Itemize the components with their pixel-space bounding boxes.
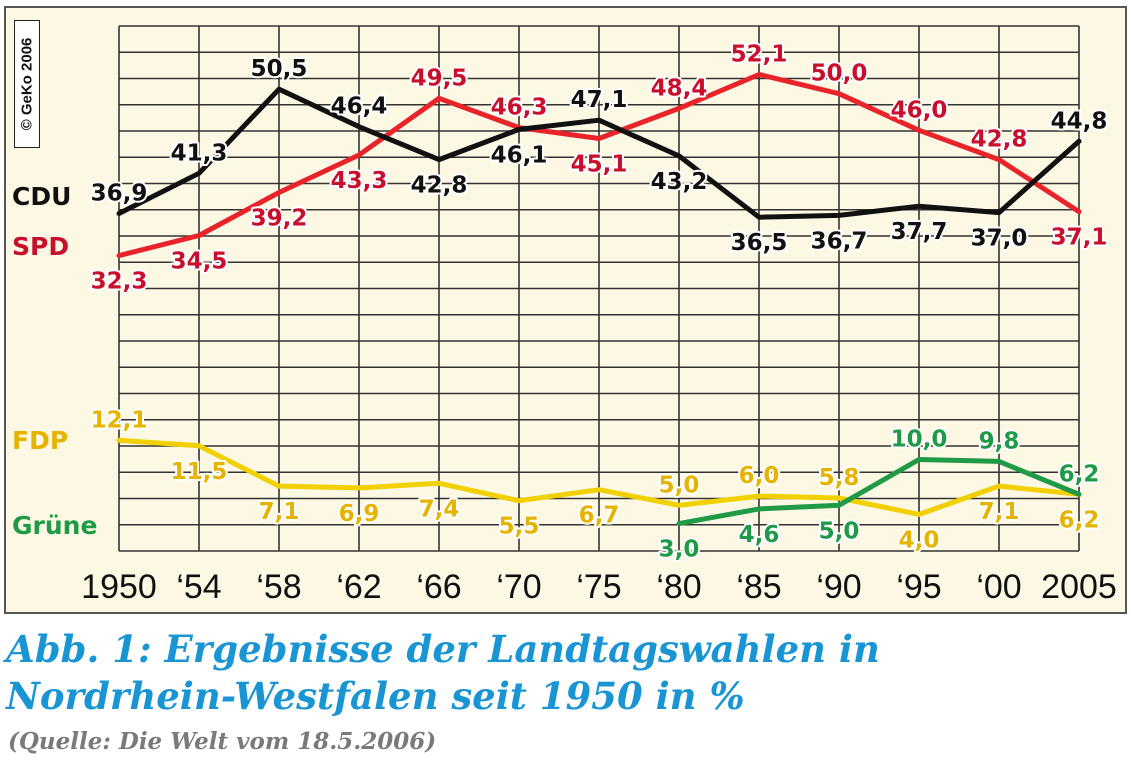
legend-grüne: Grüne	[12, 511, 97, 540]
data-label-cdu: 36,5	[731, 230, 788, 256]
caption-source: (Quelle: Die Welt vom 18.5.2006)	[8, 728, 437, 755]
data-label-spd: 32,3	[91, 269, 148, 295]
data-label-cdu: 37,7	[891, 219, 948, 245]
figure-caption: Abb. 1: Ergebnisse der Landtagswahlen in…	[6, 626, 1126, 720]
data-label-spd: 49,5	[411, 65, 468, 91]
x-tick-label: ‘00	[976, 568, 1021, 606]
data-label-spd: 48,4	[651, 75, 708, 101]
data-label-fdp: 6,2	[1059, 507, 1100, 533]
data-label-cdu: 47,1	[571, 87, 628, 113]
legend-fdp: FDP	[12, 426, 68, 455]
data-label-spd: 43,3	[331, 168, 388, 194]
caption-line-2: Nordrhein-Westfalen seit 1950 in %	[6, 674, 745, 718]
x-tick-label: 2005	[1041, 568, 1117, 606]
x-tick-label: ‘90	[816, 568, 861, 606]
x-tick-label: ‘95	[896, 568, 941, 606]
data-label-spd: 34,5	[171, 248, 228, 274]
x-tick-label: ‘62	[336, 568, 381, 606]
x-tick-label: 1950	[81, 568, 157, 606]
x-tick-label: ‘66	[416, 568, 461, 606]
data-label-fdp: 7,4	[419, 496, 460, 522]
series-line-fdp	[116, 437, 1082, 517]
data-label-cdu: 46,4	[331, 94, 388, 120]
series-line-cdu	[116, 86, 1082, 220]
data-label-cdu: 44,8	[1051, 108, 1108, 134]
series-lines	[116, 72, 1082, 527]
data-label-fdp: 6,7	[579, 503, 620, 529]
data-label-fdp: 11,5	[171, 459, 228, 485]
data-label-fdp: 12,1	[91, 407, 148, 433]
data-label-spd: 42,8	[971, 127, 1028, 153]
series-line-spd	[116, 72, 1082, 259]
data-label-spd: 39,2	[251, 205, 308, 231]
legend-spd: SPD	[12, 232, 69, 261]
grid	[118, 25, 1080, 552]
credit-text: © GeKo 2006	[18, 37, 36, 131]
data-label-fdp: 6,9	[339, 501, 380, 527]
data-label-cdu: 36,9	[91, 181, 148, 207]
x-tick-label: ‘58	[256, 568, 301, 606]
chart-frame: 36,9 41,3 50,5 46,4 42,8 46,1 47,1 43,2 36,5 36,7…	[4, 6, 1127, 614]
data-label-grüne: 4,6	[739, 522, 780, 548]
data-label-cdu: 37,0	[971, 226, 1028, 252]
data-label-cdu: 46,1	[491, 142, 548, 168]
data-label-spd: 52,1	[731, 42, 788, 68]
line-chart: 36,9 41,3 50,5 46,4 42,8 46,1 47,1 43,2 36,5 36,7…	[12, 25, 1117, 606]
copyright-credit: © GeKo 2006	[14, 20, 40, 148]
data-label-grüne: 5,0	[819, 518, 860, 544]
data-label-cdu: 43,2	[651, 169, 708, 195]
x-tick-label: ‘75	[576, 568, 621, 606]
legend: CDU SPD FDP Grüne	[12, 182, 97, 540]
data-label-spd: 46,3	[491, 95, 548, 121]
data-label-spd: 45,1	[571, 152, 628, 178]
data-label-cdu: 42,8	[411, 173, 468, 199]
data-label-cdu: 50,5	[251, 56, 308, 82]
data-label-spd: 46,0	[891, 97, 948, 123]
data-label-grüne: 3,0	[659, 537, 700, 563]
x-tick-label: ‘80	[656, 568, 701, 606]
data-label-grüne: 6,2	[1059, 461, 1100, 487]
x-tick-label: ‘70	[496, 568, 541, 606]
data-label-grüne: 9,8	[979, 428, 1020, 454]
data-label-grüne: 10,0	[891, 427, 948, 453]
data-label-fdp: 4,0	[899, 527, 940, 553]
data-label-cdu: 36,7	[811, 228, 868, 254]
data-label-fdp: 5,0	[659, 472, 700, 498]
data-label-fdp: 5,5	[499, 514, 540, 540]
series-line-grüne	[676, 457, 1082, 527]
legend-cdu: CDU	[12, 182, 71, 211]
caption-line-1: Abb. 1: Ergebnisse der Landtagswahlen in	[6, 627, 880, 671]
data-label-fdp: 7,1	[979, 499, 1020, 525]
data-label-spd: 50,0	[811, 61, 868, 87]
x-tick-label: ‘54	[176, 568, 221, 606]
data-label-fdp: 5,8	[819, 465, 860, 491]
x-tick-label: ‘85	[736, 568, 781, 606]
data-label-spd: 37,1	[1051, 225, 1108, 251]
data-label-fdp: 7,1	[259, 499, 300, 525]
x-axis-ticks: 1950 ‘54 ‘58 ‘62 ‘66 ‘70 ‘75 ‘80 ‘85 ‘90 ‘95 ‘00 200…	[81, 568, 1117, 606]
data-labels: 36,9 41,3 50,5 46,4 42,8 46,1 47,1 43,2 36,5 36,7…	[89, 40, 1110, 565]
data-label-cdu: 41,3	[171, 140, 228, 166]
data-label-fdp: 6,0	[739, 463, 780, 489]
